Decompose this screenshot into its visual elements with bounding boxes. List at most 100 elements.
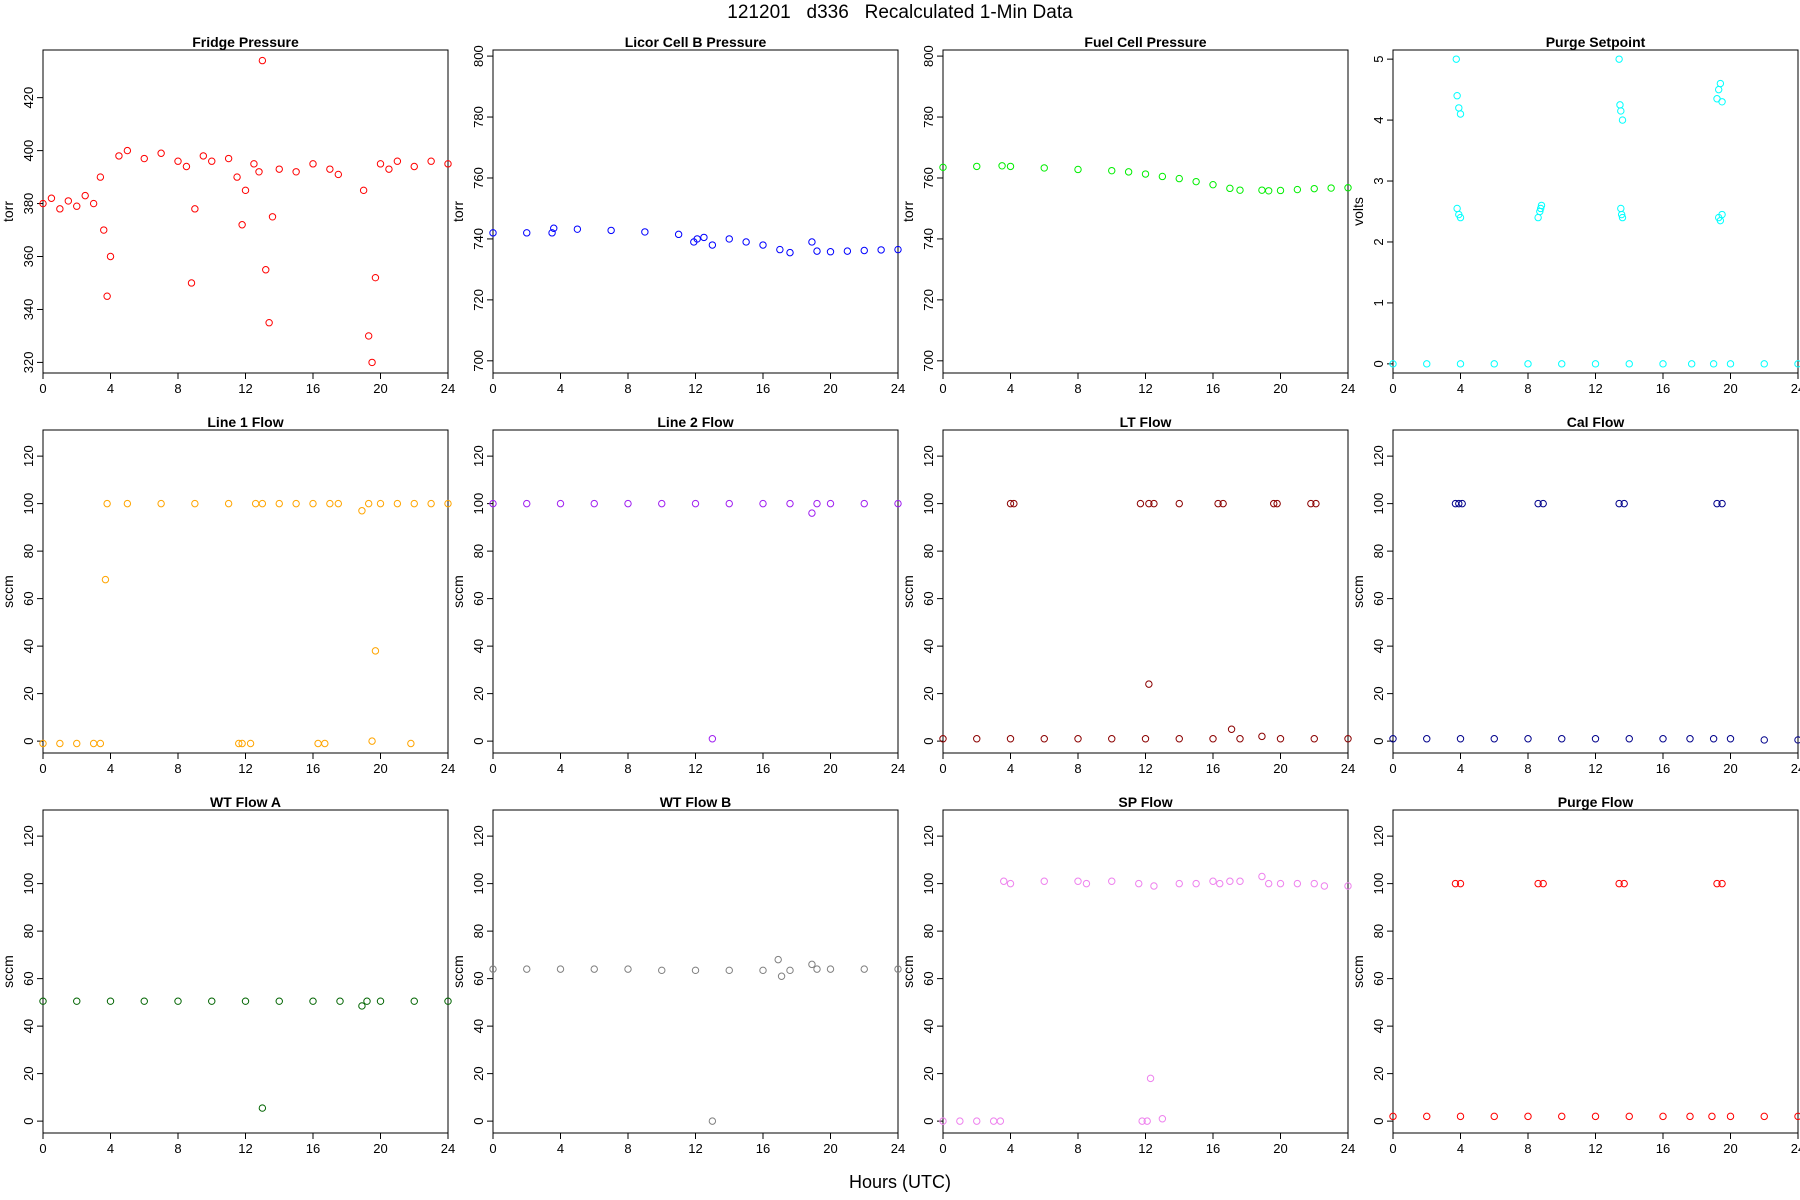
fridge-pressure-y-tick-label: 360 (21, 246, 36, 268)
lt-flow-point (1108, 735, 1116, 743)
licor-cell-b-pressure-y-tick-label: 700 (471, 350, 486, 372)
lt-flow-y-tick-label: 60 (921, 591, 936, 605)
fridge-pressure-point (359, 186, 368, 195)
purge-setpoint-y-tick-label: 1 (1371, 299, 1386, 306)
purge-flow-point (1760, 1112, 1768, 1121)
line-1-flow-point (275, 499, 283, 508)
purge-flow-x-tick-label: 0 (1389, 1141, 1396, 1156)
line-1-flow-x-tick-label: 4 (107, 761, 114, 776)
line-1-flow-point (393, 499, 402, 508)
purge-setpoint-point (1389, 360, 1397, 368)
wt-flow-b-y-tick-label: 80 (471, 924, 486, 938)
line-1-flow-point (157, 499, 165, 508)
wt-flow-b-point (860, 965, 868, 973)
wt-flow-b-point (708, 1117, 717, 1125)
purge-setpoint-points (1389, 55, 1800, 368)
line-2-flow-point (808, 509, 816, 517)
lt-flow-point (1175, 499, 1183, 508)
line-2-flow-point (813, 499, 821, 508)
lt-flow-point (1150, 499, 1158, 508)
line-1-flow-point (314, 739, 322, 748)
purge-setpoint-point (1456, 110, 1465, 118)
fridge-pressure-point (96, 173, 105, 181)
fridge-pressure-point (103, 292, 111, 300)
licor-cell-b-pressure-point (894, 245, 902, 254)
licor-cell-b-pressure-plot-frame (492, 49, 899, 374)
licor-cell-b-pressure-x-tick-label: 24 (891, 381, 905, 396)
fridge-pressure-point (326, 165, 334, 173)
cal-flow-point (1615, 499, 1623, 508)
purge-flow-title: Purge Flow (1558, 794, 1634, 810)
line-1-flow-point (321, 739, 329, 748)
fridge-pressure-point (233, 173, 241, 181)
fridge-pressure-point (268, 213, 277, 221)
wt-flow-b-point (590, 965, 598, 973)
licor-cell-b-pressure-y-tick-label: 800 (471, 45, 486, 67)
sp-flow-point (1146, 1074, 1155, 1083)
wt-flow-a-point (140, 997, 148, 1005)
line-2-flow-y-tick-label: 60 (471, 591, 486, 605)
purge-flow-points (1389, 879, 1800, 1121)
wt-flow-b-y-tick-label: 60 (471, 971, 486, 985)
fridge-pressure-plot-frame (42, 49, 449, 374)
purge-setpoint-point (1618, 116, 1627, 124)
lt-flow-point (1074, 735, 1082, 743)
purge-flow-point (1524, 1112, 1532, 1121)
line-2-flow-point (523, 499, 531, 508)
fuel-cell-pressure-point (1310, 184, 1318, 193)
licor-cell-b-pressure-y-tick-label: 740 (471, 228, 486, 250)
fridge-pressure-point (47, 194, 56, 202)
fuel-cell-pressure-point (1124, 168, 1133, 176)
fuel-cell-pressure-point (1175, 174, 1183, 183)
line-2-flow-point (708, 735, 717, 743)
fuel-cell-pressure-point (1293, 185, 1302, 194)
line-2-flow-point (658, 499, 666, 508)
fridge-pressure-point (56, 205, 64, 213)
fridge-pressure-point (157, 149, 165, 157)
line-1-flow-point (251, 499, 260, 508)
fuel-cell-pressure-x-tick-label: 4 (1007, 381, 1014, 396)
wt-flow-a-y-tick-label: 60 (21, 971, 36, 985)
line-2-flow-x-tick-label: 4 (557, 761, 564, 776)
fridge-pressure-point (376, 160, 385, 168)
line-1-flow-point (191, 499, 199, 508)
line-2-flow-title: Line 2 Flow (657, 414, 733, 430)
fuel-cell-pressure-point (939, 163, 947, 172)
purge-setpoint-point (1615, 55, 1623, 63)
line-2-flow-point (860, 499, 868, 508)
purge-setpoint-x-tick-label: 24 (1791, 381, 1800, 396)
sp-flow-point (973, 1117, 981, 1125)
wt-flow-b-point (489, 965, 497, 973)
line-1-flow-point (258, 499, 267, 508)
lt-flow-point (1136, 499, 1145, 508)
chart-fuel-cell-pressure: Fuel Cell Pressure torr 0 4 8 12 16 20 24 700 720 7… (900, 34, 1355, 396)
purge-flow-point (1558, 1112, 1566, 1121)
line-2-flow-y-axis-label: sccm (450, 575, 466, 608)
fuel-cell-pressure-x-tick-label: 12 (1138, 381, 1152, 396)
purge-flow-y-tick-label: 80 (1371, 924, 1386, 938)
purge-flow-point (1591, 1112, 1600, 1121)
fridge-pressure-point (309, 160, 317, 168)
lt-flow-point (1310, 735, 1318, 743)
sp-flow-title: SP Flow (1118, 794, 1172, 810)
fuel-cell-pressure-title: Fuel Cell Pressure (1084, 34, 1206, 50)
wt-flow-b-x-tick-label: 8 (624, 1141, 631, 1156)
lt-flow-point (1010, 499, 1018, 508)
lt-flow-point (1307, 499, 1315, 508)
wt-flow-a-point (241, 997, 250, 1005)
fridge-pressure-point (140, 154, 148, 163)
fuel-cell-pressure-point (1276, 186, 1285, 195)
line-1-flow-point (89, 739, 98, 748)
fuel-cell-pressure-point (1158, 172, 1167, 181)
fridge-pressure-point (334, 170, 343, 179)
sp-flow-x-tick-label: 8 (1074, 1141, 1081, 1156)
wt-flow-a-point (73, 997, 81, 1005)
sp-flow-x-tick-label: 24 (1341, 1141, 1355, 1156)
sp-flow-y-tick-label: 100 (921, 873, 936, 895)
wt-flow-a-points (39, 997, 452, 1112)
licor-cell-b-pressure-point (700, 233, 708, 242)
licor-cell-b-pressure-point (776, 245, 784, 254)
cal-flow-point (1659, 735, 1667, 743)
lt-flow-point (1040, 735, 1048, 743)
